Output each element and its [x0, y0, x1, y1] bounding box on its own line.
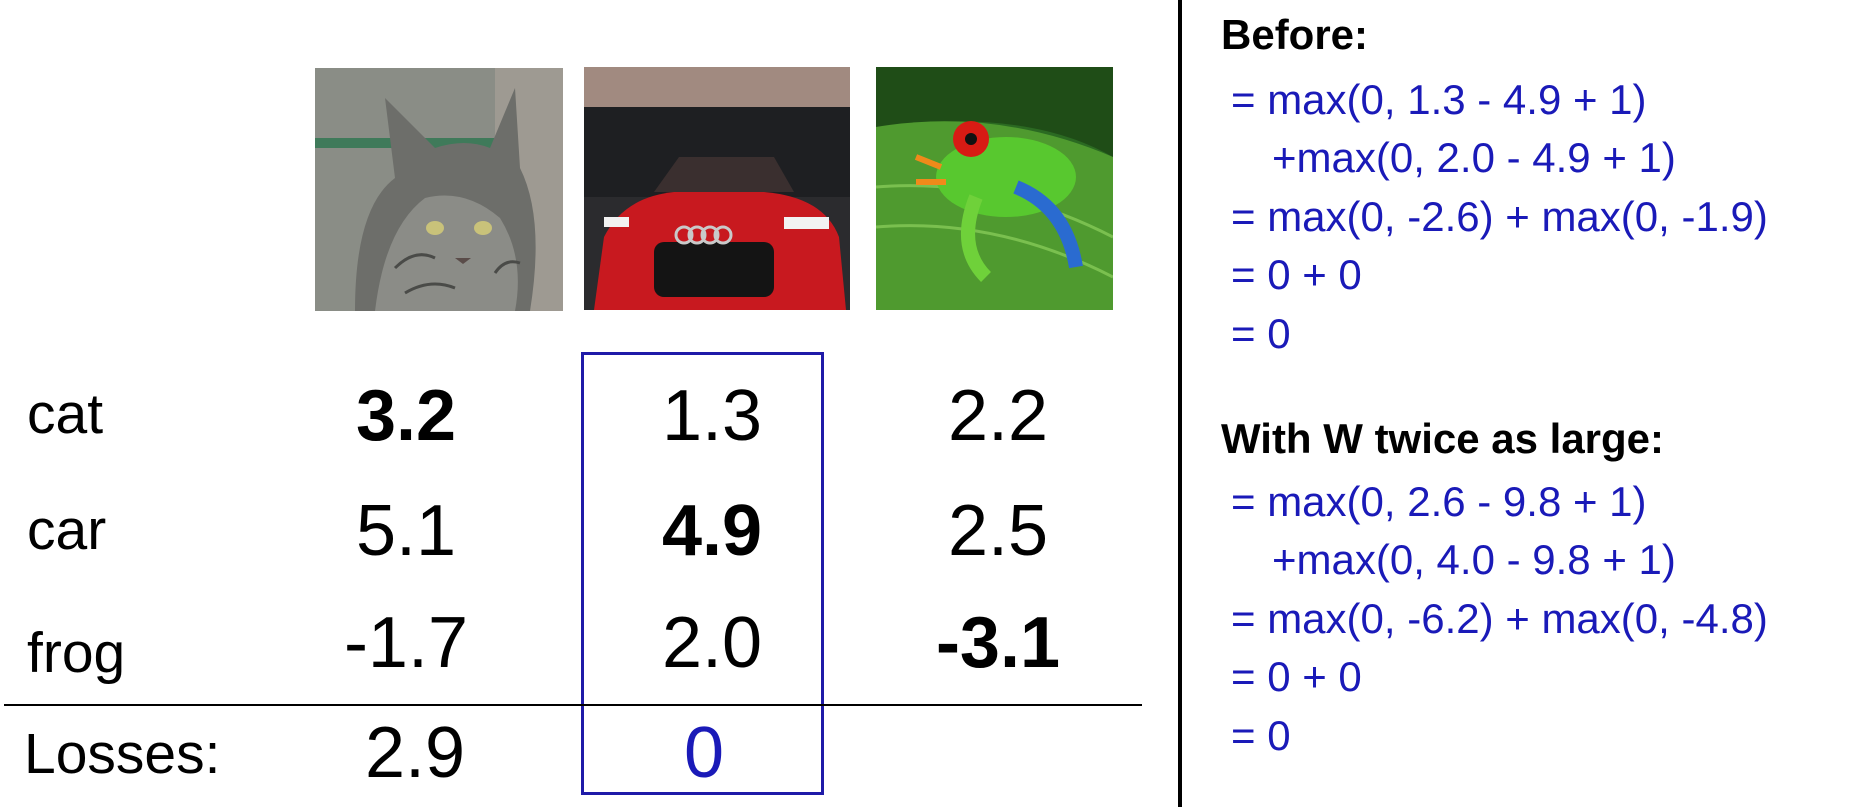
- before-line-2: +max(0, 2.0 - 4.9 + 1): [1272, 134, 1676, 181]
- after-line-3: = max(0, -6.2) + max(0, -4.8): [1231, 595, 1768, 642]
- highlight-box: [581, 352, 824, 795]
- frog-image: [876, 67, 1113, 310]
- before-line-1: = max(0, 1.3 - 4.9 + 1): [1231, 76, 1647, 123]
- after-line-4: = 0 + 0: [1231, 653, 1362, 700]
- score-cat-car: 1.3: [661, 376, 763, 456]
- score-frog-cat: -1.7: [343, 603, 469, 683]
- after-line-1: = max(0, 2.6 - 9.8 + 1): [1231, 478, 1647, 525]
- car-image: [584, 67, 850, 310]
- cat-image: [315, 68, 563, 311]
- before-heading: Before:: [1221, 11, 1369, 58]
- score-cat-frog: 2.2: [947, 376, 1049, 456]
- vertical-divider: [1178, 0, 1182, 807]
- before-line-3: = max(0, -2.6) + max(0, -1.9): [1231, 193, 1768, 240]
- loss-car: 0: [683, 713, 725, 793]
- score-cat-cat: 3.2: [355, 376, 457, 456]
- score-frog-car: 2.0: [661, 603, 763, 683]
- before-line-5: = 0: [1231, 310, 1291, 357]
- score-frog-frog: -3.1: [935, 603, 1061, 683]
- score-car-car: 4.9: [661, 491, 763, 571]
- after-line-5: = 0: [1231, 712, 1291, 759]
- after-heading: With W twice as large:: [1221, 415, 1665, 462]
- row-label-frog: frog: [27, 621, 126, 685]
- before-line-4: = 0 + 0: [1231, 251, 1362, 298]
- losses-label: Losses:: [24, 722, 221, 786]
- score-car-cat: 5.1: [355, 491, 457, 571]
- losses-divider: [4, 704, 1142, 706]
- score-car-frog: 2.5: [947, 491, 1049, 571]
- row-label-cat: cat: [27, 382, 104, 446]
- loss-cat: 2.9: [364, 713, 466, 793]
- row-label-car: car: [27, 498, 107, 562]
- after-line-2: +max(0, 4.0 - 9.8 + 1): [1272, 536, 1676, 583]
